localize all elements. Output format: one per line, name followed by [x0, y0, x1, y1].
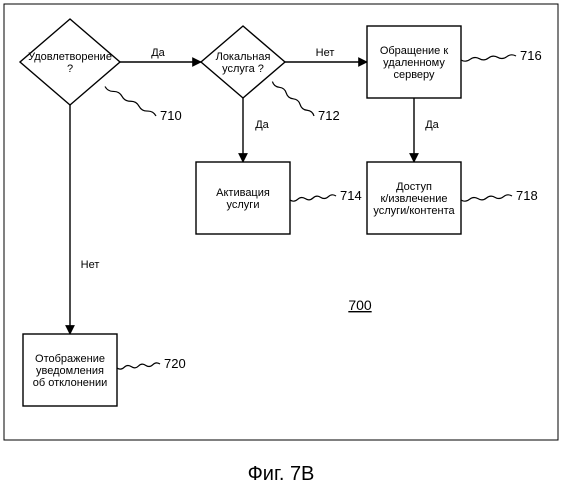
ref-leader: [117, 363, 160, 369]
ref-number: 718: [516, 188, 538, 203]
node-n716: Обращение кудаленномусерверу: [367, 26, 461, 98]
ref-number: 720: [164, 356, 186, 371]
edge-label: Да: [255, 119, 269, 131]
node-label: удаленному: [383, 57, 445, 69]
node-n718: Доступк/извлечениеуслуги/контента: [367, 162, 461, 234]
node-label: Доступ: [396, 181, 432, 193]
node-n710: Удовлетворение?: [20, 19, 120, 105]
node-label: Удовлетворение: [28, 51, 112, 63]
ref-leader: [461, 195, 512, 201]
refs-layer: 710 712 716 714 718 720: [105, 48, 542, 371]
edge-label: Нет: [316, 47, 335, 59]
node-label: услуги: [227, 199, 260, 211]
node-n714: Активацияуслуги: [196, 162, 290, 234]
node-label: ?: [67, 63, 73, 75]
node-n712: Локальнаяуслуга ?: [201, 26, 285, 98]
node-label: услуга ?: [222, 63, 264, 75]
ref-leader: [290, 195, 336, 201]
node-label: серверу: [393, 69, 435, 81]
ref-number: 716: [520, 48, 542, 63]
node-label: об отклонении: [33, 377, 108, 389]
ref-number: 710: [160, 108, 182, 123]
ref-number: 712: [318, 108, 340, 123]
node-label: услуги/контента: [373, 205, 455, 217]
nodes-layer: Удовлетворение? Локальнаяуслуга ? Обращени…: [20, 19, 461, 406]
node-label: уведомления: [36, 365, 104, 377]
edge-label: Нет: [81, 259, 100, 271]
ref-leader: [461, 55, 516, 61]
ref-leader: [272, 82, 314, 116]
ref-leader: [105, 87, 156, 117]
figure-reference: 700: [348, 297, 372, 313]
edge-label: Да: [425, 119, 439, 131]
edge-label: Да: [151, 47, 165, 59]
node-label: к/извлечение: [380, 193, 447, 205]
node-label: Обращение к: [380, 45, 449, 57]
node-label: Локальная: [216, 51, 271, 63]
ref-number: 714: [340, 188, 362, 203]
node-label: Отображение: [35, 353, 105, 365]
node-label: Активация: [216, 187, 270, 199]
node-n720: Отображениеуведомленияоб отклонении: [23, 334, 117, 406]
figure-caption: Фиг. 7B: [248, 463, 315, 485]
